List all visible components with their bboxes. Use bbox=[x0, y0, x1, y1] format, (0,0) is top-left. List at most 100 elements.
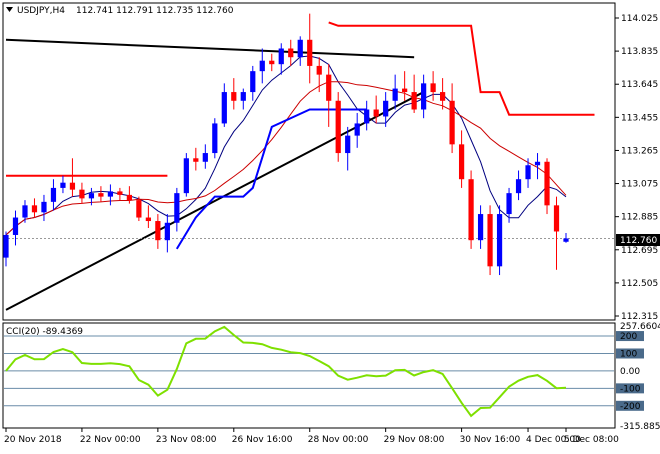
time-axis-label: 23 Nov 08:00 bbox=[156, 435, 217, 445]
candle-body[interactable] bbox=[392, 88, 398, 101]
candle-body[interactable] bbox=[430, 83, 436, 93]
candle-body[interactable] bbox=[477, 214, 484, 241]
cci-axis-label: 0.00 bbox=[620, 367, 640, 377]
candle-body[interactable] bbox=[202, 153, 208, 162]
price-axis-label: 113.835 bbox=[621, 47, 658, 57]
candle-body[interactable] bbox=[50, 187, 57, 202]
cci-title: CCI(20) -89.4369 bbox=[6, 327, 83, 337]
candle-body[interactable] bbox=[335, 100, 341, 154]
chevron-down-icon[interactable] bbox=[6, 7, 13, 12]
candle-body[interactable] bbox=[449, 100, 455, 145]
time-axis-label: 5 Dec 08:00 bbox=[564, 435, 619, 445]
candle-body[interactable] bbox=[354, 123, 360, 136]
candle-body[interactable] bbox=[212, 123, 218, 154]
candle-body[interactable] bbox=[345, 135, 351, 154]
candle-body[interactable] bbox=[440, 92, 446, 101]
cci-level-tag bbox=[616, 383, 644, 394]
candle-body[interactable] bbox=[145, 217, 151, 222]
candle-body[interactable] bbox=[421, 83, 427, 110]
cci-line bbox=[5, 325, 567, 418]
candle-body[interactable] bbox=[307, 39, 313, 66]
candle-body[interactable] bbox=[98, 193, 104, 197]
candle-body[interactable] bbox=[326, 74, 332, 101]
candle-body[interactable] bbox=[155, 221, 161, 241]
cci-level-tag bbox=[616, 348, 644, 359]
support-step-line bbox=[175, 108, 367, 250]
candle-body[interactable] bbox=[60, 182, 66, 188]
time-axis-label: 28 Nov 00:00 bbox=[308, 435, 369, 445]
candle-body[interactable] bbox=[458, 144, 465, 180]
symbol-label: USDJPY,H4 bbox=[17, 6, 65, 16]
main-panel-frame bbox=[2, 2, 616, 321]
price-axis-label: 112.695 bbox=[621, 246, 658, 256]
candle-body[interactable] bbox=[534, 161, 541, 166]
candle-body[interactable] bbox=[183, 158, 189, 194]
candle-body[interactable] bbox=[506, 193, 512, 215]
candle-body[interactable] bbox=[316, 65, 322, 75]
candle-body[interactable] bbox=[231, 92, 237, 101]
cci-level-tag bbox=[616, 400, 644, 411]
candle-body[interactable] bbox=[496, 214, 503, 267]
candle-body[interactable] bbox=[12, 217, 19, 235]
price-axis-label: 113.455 bbox=[621, 113, 658, 123]
candle-body[interactable] bbox=[278, 48, 284, 65]
candle-body[interactable] bbox=[69, 182, 76, 190]
candle-body[interactable] bbox=[41, 201, 47, 213]
price-axis-label: 113.075 bbox=[621, 180, 658, 190]
candle-body[interactable] bbox=[411, 92, 417, 110]
candle-body[interactable] bbox=[563, 238, 569, 242]
candle-body[interactable] bbox=[288, 48, 294, 58]
trailing-stop-line bbox=[328, 21, 595, 116]
candle-body[interactable] bbox=[126, 194, 132, 201]
price-axis-label: 114.025 bbox=[621, 14, 658, 24]
candle-body[interactable] bbox=[250, 71, 256, 93]
candle-body[interactable] bbox=[297, 39, 303, 58]
candle-body[interactable] bbox=[107, 191, 114, 197]
ohlc-readout: 112.741 112.791 112.735 112.760 bbox=[76, 6, 234, 16]
candle-body[interactable] bbox=[487, 214, 493, 267]
cci-axis-label: 257.6604 bbox=[620, 322, 660, 332]
falling-trendline[interactable] bbox=[5, 38, 415, 59]
candle-body[interactable] bbox=[164, 222, 170, 241]
candle-body[interactable] bbox=[364, 109, 370, 124]
rising-trendline[interactable] bbox=[5, 91, 425, 311]
candle-body[interactable] bbox=[553, 205, 560, 232]
candle-body[interactable] bbox=[22, 205, 28, 218]
cci-axis-label: -315.8855 bbox=[620, 422, 660, 432]
time-axis-label: 22 Nov 00:00 bbox=[80, 435, 141, 445]
slow-ma-line bbox=[5, 81, 567, 236]
candle-body[interactable] bbox=[3, 234, 9, 258]
cci-axis-label: 100 bbox=[620, 349, 637, 359]
candle-body[interactable] bbox=[525, 165, 531, 180]
candle-body[interactable] bbox=[468, 179, 474, 241]
candle-body[interactable] bbox=[259, 60, 265, 72]
fast-ma-line bbox=[5, 55, 567, 236]
candle-body[interactable] bbox=[240, 92, 246, 101]
candle-body[interactable] bbox=[269, 60, 275, 65]
time-axis-label: 20 Nov 2018 bbox=[4, 435, 62, 445]
cci-panel-frame bbox=[2, 322, 616, 429]
price-axis-label: 113.265 bbox=[621, 146, 658, 156]
cci-axis-label: 200 bbox=[620, 332, 637, 342]
candle-body[interactable] bbox=[221, 92, 227, 124]
candle-body[interactable] bbox=[31, 205, 38, 213]
candle-body[interactable] bbox=[402, 88, 408, 93]
candle-body[interactable] bbox=[193, 158, 199, 162]
candle-body[interactable] bbox=[136, 200, 142, 218]
candle-body[interactable] bbox=[174, 193, 180, 223]
time-axis-label: 4 Dec 00:00 bbox=[526, 435, 581, 445]
candle-body[interactable] bbox=[515, 179, 522, 194]
candle-body[interactable] bbox=[373, 109, 379, 117]
cci-axis-label: -100 bbox=[620, 384, 641, 394]
candle-body[interactable] bbox=[383, 100, 389, 117]
current-price-tag bbox=[616, 234, 660, 246]
cci-axis-label: -200 bbox=[620, 402, 641, 412]
candle-body[interactable] bbox=[88, 193, 95, 199]
candle-body[interactable] bbox=[117, 191, 123, 195]
price-axis-label: 112.315 bbox=[621, 312, 658, 322]
price-axis-label: 112.505 bbox=[621, 279, 658, 289]
candle-body[interactable] bbox=[79, 189, 85, 199]
candle-body[interactable] bbox=[544, 161, 550, 206]
current-price-label: 112.760 bbox=[620, 236, 657, 246]
